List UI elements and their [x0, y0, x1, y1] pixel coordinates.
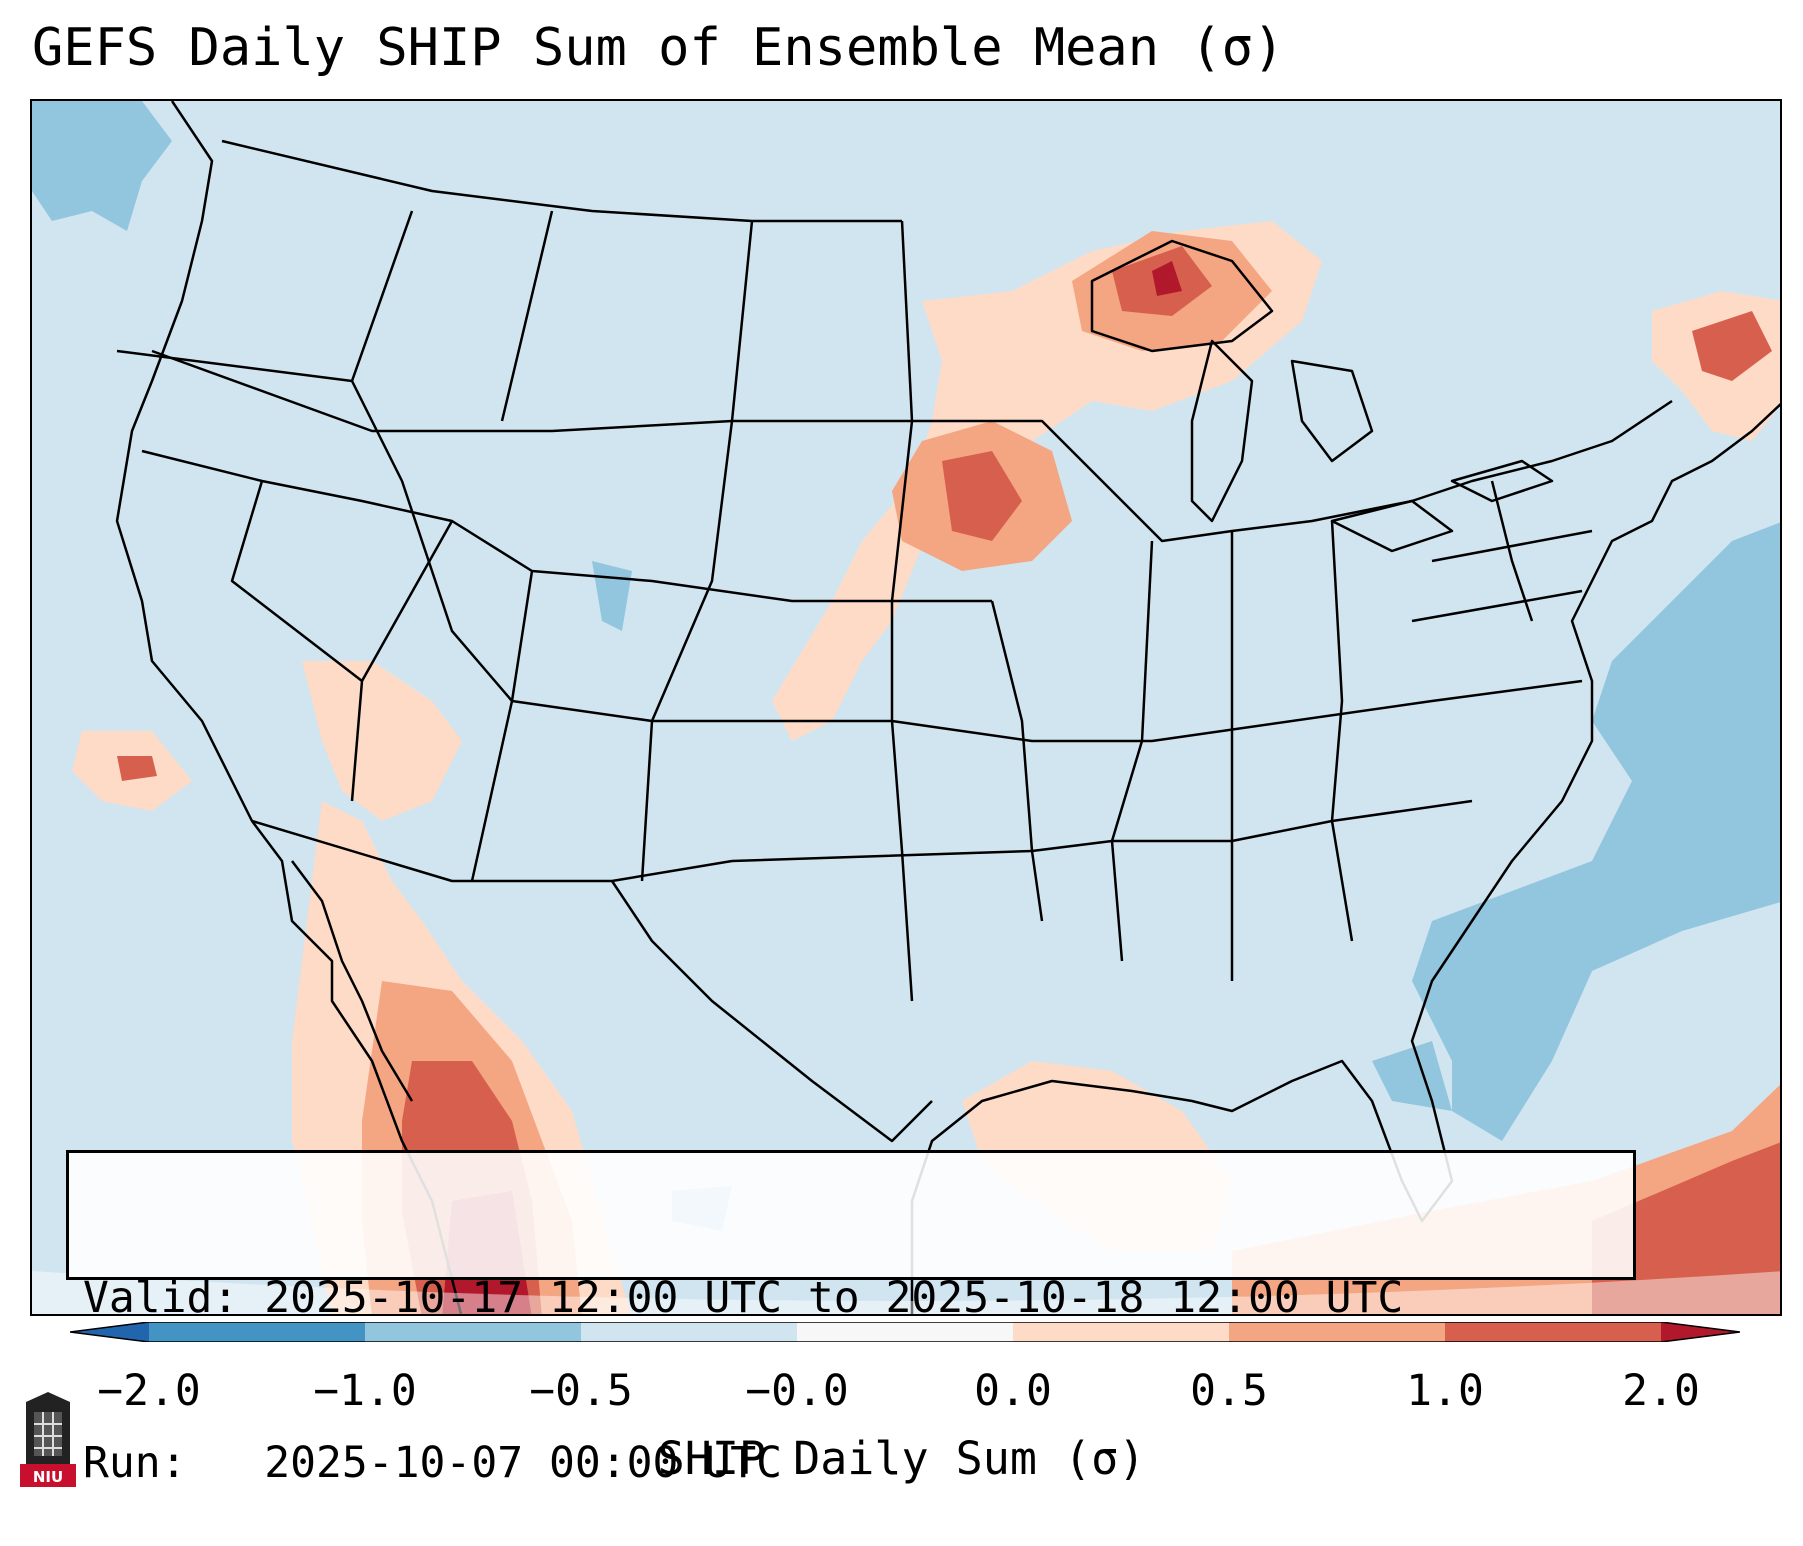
valid-run-info-box: Valid: 2025-10-17 12:00 UTC to 2025-10-1…: [66, 1150, 1636, 1488]
bahamas-blue: [1452, 1001, 1552, 1141]
projection-edge: [32, 1271, 1780, 1314]
northeast-borders: [1411, 480, 1593, 623]
florida-blue: [1372, 1041, 1452, 1111]
valid-time-text: Valid: 2025-10-17 12:00 UTC to 2025-10-1…: [83, 1273, 1404, 1323]
colorbar: [70, 1322, 1740, 1342]
colorbar-tick: −0.5: [529, 1366, 633, 1416]
colorbar-tick: −1.0: [313, 1366, 417, 1416]
colorbar-tick: 2.0: [1622, 1366, 1700, 1416]
west-coastline: [115, 101, 463, 1314]
map-title: GEFS Daily SHIP Sum of Ensemble Mean (σ): [32, 18, 1285, 78]
southwest-pink: [302, 661, 462, 821]
boundaries: [115, 101, 1780, 1314]
colorbar-segment: [1013, 1322, 1229, 1342]
east-coastline: [910, 403, 1780, 1314]
lake-erie: [1330, 499, 1454, 553]
map-panel: [30, 99, 1782, 1316]
colorbar-segment: [1229, 1322, 1445, 1342]
pacific-red: [117, 756, 157, 781]
lake-huron: [1290, 359, 1374, 463]
colorbar-tick: −0.0: [745, 1366, 849, 1416]
colorbar-segment: [365, 1322, 581, 1342]
colorbar-label: SHIP Daily Sum (σ): [657, 1432, 1146, 1485]
colorbar-segment: [149, 1322, 365, 1342]
vertical-borders-1: [350, 210, 914, 422]
maine-red: [1692, 311, 1772, 381]
atlantic-blue: [1412, 522, 1780, 1101]
baja-coastline: [291, 860, 414, 1102]
vertical-borders-2: [230, 420, 914, 1002]
vertical-borders-3: [990, 520, 1354, 981]
canada-border: [221, 139, 902, 223]
logo-banner: [20, 1464, 76, 1487]
colorbar-tick: 0.0: [974, 1366, 1052, 1416]
lake-superior: [1090, 239, 1274, 353]
colorbar-segment: [581, 1322, 797, 1342]
colorbar-segment: [797, 1322, 1013, 1342]
caribbean-red: [1592, 1142, 1780, 1314]
pacific-nw-blue: [32, 101, 172, 231]
colorbar-segment: [1445, 1322, 1661, 1342]
iowa-red: [942, 451, 1022, 541]
logo-window-grid: [34, 1412, 62, 1456]
lake-superior-darkred: [1152, 261, 1182, 296]
lake-ontario: [1450, 459, 1554, 503]
great-lakes-border: [912, 399, 1673, 543]
map-canvas: [32, 101, 1780, 1314]
colorbar-tick: 0.5: [1190, 1366, 1268, 1416]
upper-midwest-pink: [772, 221, 1322, 741]
logo-text: NIU: [33, 1468, 63, 1486]
colorbar-extend-high: [1661, 1322, 1740, 1342]
horizontal-borders-3: [151, 349, 912, 433]
colorbar-extend-low: [70, 1322, 149, 1342]
logo-windows: [34, 1412, 62, 1456]
run-time-text: Run: 2025-10-07 00:00 UTC: [83, 1438, 782, 1488]
niu-logo: NIU: [20, 1392, 76, 1487]
colorbar-tick: 1.0: [1406, 1366, 1484, 1416]
texas-border: [610, 880, 933, 1143]
lake-michigan: [1190, 339, 1254, 523]
colorbar-tick: −2.0: [97, 1366, 201, 1416]
